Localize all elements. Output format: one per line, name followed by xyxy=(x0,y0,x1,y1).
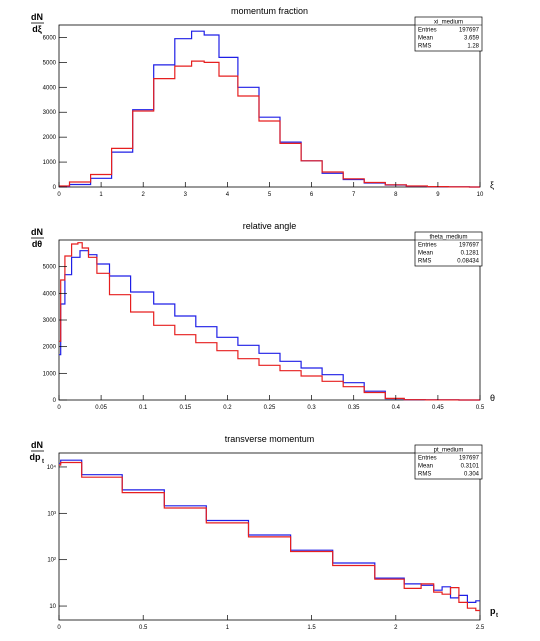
x-tick-label: 0.45 xyxy=(432,405,444,411)
y-tick-label: 3000 xyxy=(43,110,57,116)
x-tick-label: 2 xyxy=(394,625,398,631)
stats-box-title: pt_medium xyxy=(434,448,464,454)
stats-label: RMS xyxy=(418,44,431,50)
x-axis-label: p xyxy=(490,606,496,616)
y-tick-label: 6000 xyxy=(43,35,57,41)
x-tick-label: 1 xyxy=(226,625,230,631)
y-tick-label: 10³ xyxy=(47,511,56,517)
x-tick-label: 0.5 xyxy=(139,625,148,631)
stats-value: 197697 xyxy=(459,456,480,462)
stats-label: Entries xyxy=(418,243,437,249)
x-tick-label: 0.15 xyxy=(179,405,191,411)
y-tick-label: 0 xyxy=(53,185,57,191)
x-tick-label: 1.5 xyxy=(307,625,316,631)
x-tick-label: 8 xyxy=(394,192,398,198)
stats-label: Mean xyxy=(418,36,433,42)
series-line-1 xyxy=(59,60,480,188)
stats-box-frame xyxy=(414,231,483,267)
stats-value: 197697 xyxy=(459,28,480,34)
y-tick-label: 4000 xyxy=(43,85,57,91)
y-axis-label-denominator: dθ xyxy=(32,239,42,249)
x-tick-label: 0.1 xyxy=(139,405,148,411)
series-line-1 xyxy=(59,461,480,612)
x-axis-label-subscript: t xyxy=(496,613,498,619)
stats-box: theta_medium Entries 197697 Mean 0.1281 RMS 0.… xyxy=(414,231,483,267)
stats-box-title: theta_medium xyxy=(429,235,467,241)
x-tick-label: 10 xyxy=(477,192,484,198)
x-tick-label: 0 xyxy=(57,405,61,411)
y-axis-label-numerator: dN xyxy=(31,12,43,22)
y-tick-label: 2000 xyxy=(43,345,57,351)
stats-label: Mean xyxy=(418,464,433,470)
x-tick-label: 0 xyxy=(57,625,61,631)
x-axis-label: ξ xyxy=(490,180,494,190)
x-tick-label: 4 xyxy=(226,192,230,198)
stats-label: Entries xyxy=(418,28,437,34)
stats-value: 3.659 xyxy=(464,36,480,42)
y-tick-label: 3000 xyxy=(43,318,57,324)
y-tick-label: 10 xyxy=(49,604,56,610)
stats-label: RMS xyxy=(418,472,431,478)
stats-value: 1.28 xyxy=(467,44,479,50)
y-axis-label-subscript: t xyxy=(42,459,44,465)
y-axis-label-numerator: dN xyxy=(31,440,43,450)
stats-value: 0.1281 xyxy=(461,251,480,257)
y-tick-label: 10⁴ xyxy=(47,464,57,471)
x-tick-label: 2 xyxy=(142,192,146,198)
series-line-1 xyxy=(59,242,480,401)
stats-value: 0.3101 xyxy=(461,464,480,470)
chart-title: momentum fraction xyxy=(231,6,308,16)
stats-box-frame xyxy=(414,16,483,52)
y-tick-label: 4000 xyxy=(43,291,57,297)
y-tick-label: 5000 xyxy=(43,60,57,66)
stats-label: Entries xyxy=(418,456,437,462)
x-tick-label: 6 xyxy=(310,192,314,198)
x-tick-label: 3 xyxy=(184,192,188,198)
x-tick-label: 0.5 xyxy=(476,405,485,411)
x-tick-label: 7 xyxy=(352,192,356,198)
y-tick-label: 10² xyxy=(47,558,56,564)
y-axis-label-denominator: dξ xyxy=(32,24,42,34)
stats-box: pt_medium Entries 197697 Mean 0.3101 RMS 0.304 xyxy=(414,444,483,480)
y-axis-label-numerator: dN xyxy=(31,227,43,237)
chart-title: transverse momentum xyxy=(225,434,315,444)
y-tick-label: 5000 xyxy=(43,265,57,271)
series-line-0 xyxy=(59,250,480,401)
y-tick-label: 0 xyxy=(53,398,57,404)
x-tick-label: 0.25 xyxy=(264,405,276,411)
stats-value: 0.304 xyxy=(464,472,480,478)
x-tick-label: 9 xyxy=(436,192,440,198)
x-tick-label: 0.4 xyxy=(392,405,401,411)
chart-panel-2: transverse momentum 0 0.5 1 1.5 2 2.5 10 10² 10³ 1… xyxy=(30,434,499,631)
x-axis-label: θ xyxy=(490,393,495,403)
chart-panel-1: relative angle 0 0.05 0.1 0.15 0.2 0.25 0.3 0.35… xyxy=(31,221,495,411)
y-axis-label-denominator: dp xyxy=(30,452,41,462)
y-tick-label: 1000 xyxy=(43,160,57,166)
stats-box: xi_medium Entries 197697 Mean 3.659 RMS 1.28 xyxy=(414,16,483,52)
x-tick-label: 0.3 xyxy=(307,405,316,411)
y-tick-label: 2000 xyxy=(43,135,57,141)
stats-value: 197697 xyxy=(459,243,480,249)
series-line-0 xyxy=(59,30,480,188)
stats-box-frame xyxy=(414,444,483,480)
x-tick-label: 0.2 xyxy=(223,405,232,411)
y-tick-label: 1000 xyxy=(43,371,57,377)
chart-panel-0: momentum fraction 0 1 2 3 4 5 6 7 8 9 10 0 1000 2000 30… xyxy=(31,6,494,198)
x-tick-label: 1 xyxy=(99,192,103,198)
stats-box-title: xi_medium xyxy=(434,20,463,26)
plot-frame xyxy=(58,452,481,621)
x-tick-label: 5 xyxy=(268,192,272,198)
x-tick-label: 0 xyxy=(57,192,61,198)
x-tick-label: 2.5 xyxy=(476,625,485,631)
x-tick-label: 0.35 xyxy=(348,405,360,411)
stats-label: RMS xyxy=(418,259,431,265)
stats-value: 0.08434 xyxy=(457,259,479,265)
stats-label: Mean xyxy=(418,251,433,257)
chart-title: relative angle xyxy=(243,221,297,231)
x-tick-label: 0.05 xyxy=(95,405,107,411)
